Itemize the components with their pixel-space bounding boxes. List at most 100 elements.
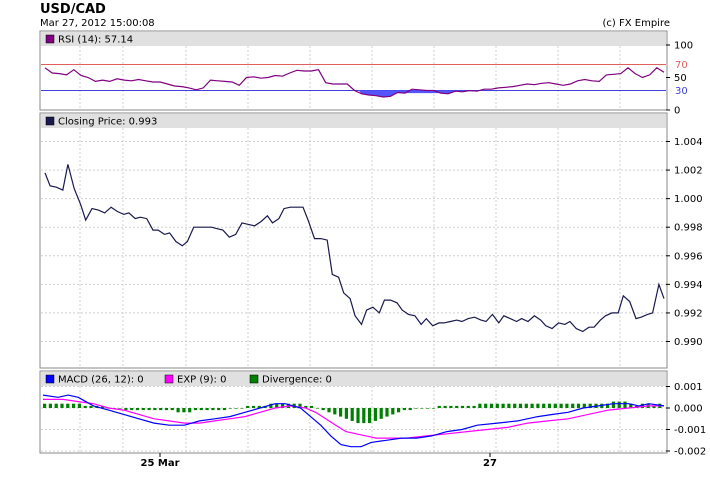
rsi-line [44,67,665,98]
price-y-tick-label: 0.992 [674,308,703,319]
price-legend-label: Closing Price: 0.993 [58,117,157,128]
divergence-bar [507,403,511,408]
divergence-bar [48,403,52,408]
divergence-bar [130,408,134,411]
rsi-panel: 70 30 RSI (14): 57.14 0 50 100 [39,30,693,117]
rsi-legend-bar [41,32,666,46]
divergence-bar [234,408,238,409]
divergence-bar [449,405,453,408]
divergence-bar [617,401,621,408]
price-y-tick-label: 0.998 [674,223,703,234]
macd-y-axis: 0.001 0.000 -0.001 -0.002 [666,382,706,458]
divergence-bar [240,408,244,409]
divergence-bar [222,408,227,411]
divergence-bar [629,403,633,408]
exp-legend-label: EXP (9): 0 [177,375,226,386]
price-y-tick-label: 0.996 [674,251,703,262]
divergence-bar [211,408,215,411]
divergence-bar [524,403,528,408]
macd-panel: MACD (26, 12): 0 EXP (9): 0 Divergence: … [39,370,706,458]
divergence-bar [489,403,494,408]
rsi-level-label-70: 70 [675,60,688,71]
price-legend-swatch [45,116,55,126]
divergence-bar [217,408,221,411]
divergence-bar [582,403,586,408]
divergence-bar [455,405,459,408]
divergence-bar [472,405,476,408]
divergence-bar [611,401,615,408]
divergence-bar [576,403,581,408]
divergence-bar [176,408,180,413]
divergence-bar [193,408,198,411]
divergence-bar [315,408,319,409]
divergence-bar [147,408,151,411]
divergence-bar [72,403,76,408]
x-axis: 25 Mar 27 [140,453,497,469]
divergence-bar [420,408,424,409]
divergence-bar [397,408,401,413]
rsi-oversold-fill [358,90,480,97]
price-panel: Closing Price: 0.993 0.9900.9920.9940.99… [39,112,703,369]
divergence-bar [228,408,232,409]
macd-legend-swatch [45,374,55,384]
x-tick-label-25-mar: 25 Mar [140,458,179,469]
price-y-tick-label: 1.000 [674,194,703,205]
divergence-bar [83,405,87,408]
rsi-levels: 70 30 [41,60,688,97]
divergence-bar [304,405,308,408]
divergence-bar [368,408,372,424]
divergence-bar [350,408,354,421]
chart-credit: (c) FX Empire [603,18,671,29]
divergence-bar [182,408,186,413]
rsi-gridlines [79,46,621,110]
divergence-bar [542,403,546,408]
divergence-bar [281,403,285,408]
divergence-bar [484,403,488,408]
divergence-bar [164,408,169,411]
divergence-legend-label: Divergence: 0 [262,375,332,386]
divergence-bar [588,403,592,408]
divergence-bar [623,401,627,408]
price-panel-frame [39,112,668,369]
divergence-bar [298,403,302,408]
divergence-bar [60,403,64,408]
macd-lines [42,394,665,448]
price-gridlines [41,128,666,368]
rsi-series [44,67,665,98]
divergence-bar [553,403,557,408]
macd-y-tick-label: -0.002 [674,447,706,458]
divergence-bar [414,408,418,409]
divergence-bar [431,408,436,409]
price-y-tick-label: 0.994 [674,280,703,291]
divergence-bar [565,403,569,408]
divergence-bar [437,405,441,408]
divergence-legend-swatch [249,374,259,384]
divergence-bar [124,408,128,411]
exp-legend-swatch [164,374,174,384]
chart-title: USD/CAD [40,2,106,17]
divergence-bar [310,405,314,408]
divergence-bar [77,403,81,408]
rsi-level-label-30: 30 [675,86,688,97]
divergence-bar [518,403,523,408]
macd-legend-label: MACD (26, 12): 0 [58,375,144,386]
divergence-bar [478,403,482,408]
macd-legend-bar [41,372,666,386]
divergence-bar [495,403,499,408]
divergence-bar [188,408,192,413]
divergence-bar [141,408,145,411]
divergence-bar [373,408,377,421]
rsi-y-tick-label: 50 [674,73,687,84]
divergence-bar [339,408,343,417]
divergence-bar [251,405,256,408]
divergence-bar [640,403,644,408]
divergence-bar [66,403,70,408]
divergence-bar [385,408,389,417]
divergence-bar [547,403,552,408]
divergence-bar [362,408,366,424]
exp-line [43,398,664,439]
divergence-bar [269,403,273,408]
rsi-legend-swatch [45,34,55,44]
divergence-bar [170,408,174,411]
divergence-bar [402,408,406,411]
